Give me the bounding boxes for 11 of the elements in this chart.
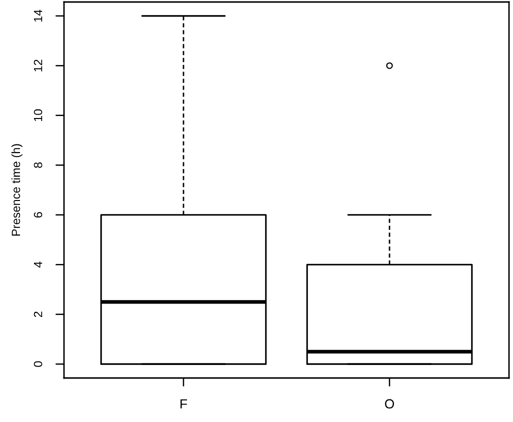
y-tick-label: 2 bbox=[34, 312, 42, 318]
y-tick-label: 6 bbox=[34, 212, 42, 218]
y-tick-label: 0 bbox=[34, 361, 42, 367]
y-tick-label: 10 bbox=[34, 109, 42, 122]
x-tick-label: O bbox=[385, 399, 394, 409]
y-tick-label: 4 bbox=[34, 262, 42, 268]
y-tick-label: 12 bbox=[34, 60, 42, 72]
y-axis-title: Presence time (h) bbox=[11, 144, 22, 236]
y-tick-label: 8 bbox=[34, 162, 42, 168]
y-tick-label: 14 bbox=[34, 10, 42, 22]
x-tick-label: F bbox=[180, 399, 187, 408]
